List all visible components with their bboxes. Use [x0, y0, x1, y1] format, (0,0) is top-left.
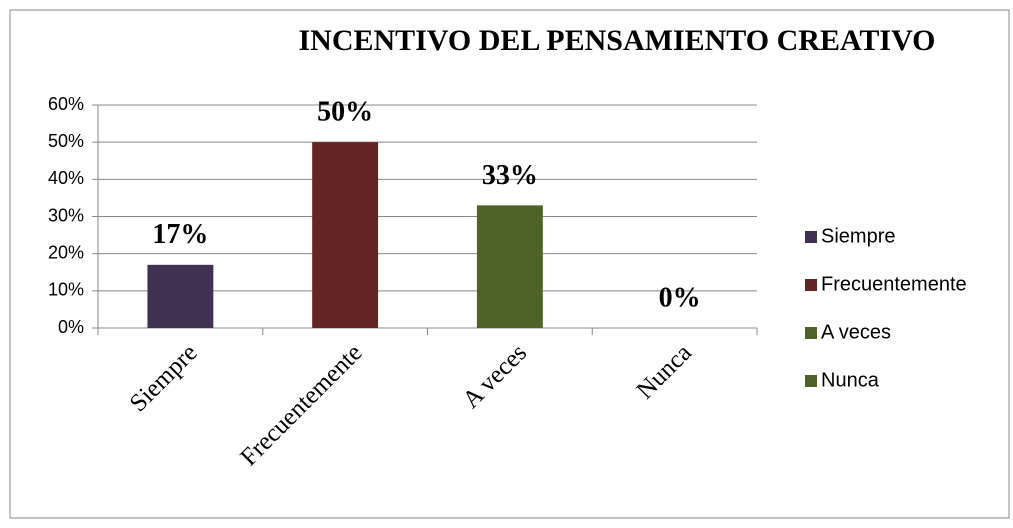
chart-title: INCENTIVO DEL PENSAMIENTO CREATIVO: [299, 24, 936, 57]
legend-swatch: [805, 279, 817, 291]
y-tick-label: 40%: [48, 168, 84, 188]
y-tick-label: 0%: [58, 317, 84, 337]
data-label: 33%: [482, 160, 538, 191]
legend-swatch: [805, 375, 817, 387]
legend-label: Nunca: [821, 369, 880, 391]
bar: [312, 142, 379, 328]
y-tick-label: 20%: [48, 242, 84, 262]
bar: [476, 205, 543, 328]
bar: [147, 264, 214, 328]
y-tick-label: 10%: [48, 280, 84, 300]
legend-swatch: [805, 231, 817, 243]
data-label: 0%: [659, 282, 701, 313]
legend-swatch: [805, 327, 817, 339]
legend-label: Siempre: [821, 225, 895, 247]
y-tick-label: 50%: [48, 131, 84, 151]
legend-label: Frecuentemente: [821, 273, 967, 295]
legend-label: A veces: [821, 321, 891, 343]
data-label: 17%: [152, 219, 208, 250]
y-tick-label: 60%: [48, 94, 84, 114]
data-label: 50%: [317, 97, 373, 128]
y-tick-label: 30%: [48, 205, 84, 225]
